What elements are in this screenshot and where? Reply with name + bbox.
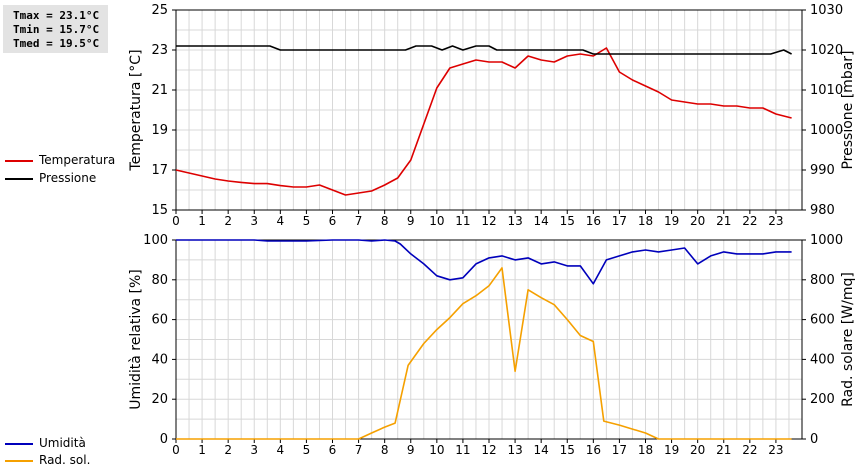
y-right-tick-label: 990: [810, 163, 835, 178]
x-tick-label: 13: [507, 214, 522, 228]
x-tick-label: 5: [303, 214, 311, 228]
series-line-radiazione: [176, 267, 792, 440]
y-right-tick-label: 1010: [810, 83, 843, 98]
legend-item-temperatura: Temperatura: [5, 153, 125, 169]
legend-item-umidita: Umidità: [5, 436, 125, 452]
x-tick-label: 21: [716, 214, 731, 228]
x-tick-label: 16: [586, 214, 601, 228]
y-left-tick-label: 21: [151, 83, 168, 98]
legend-label-pressione: Pressione: [39, 171, 97, 185]
y-left-tick-label: 80: [151, 273, 168, 288]
x-tick-label: 20: [690, 443, 705, 457]
y-left-axis-label: Temperatura [°C]: [128, 49, 144, 171]
legend-swatch-radiazione: [5, 460, 33, 462]
y-right-tick-label: 1000: [810, 123, 843, 138]
stat-tmed: Tmed = 19.5°C: [13, 37, 100, 50]
legend-swatch-umidita: [5, 443, 33, 445]
y-left-tick-label: 17: [151, 163, 168, 178]
x-tick-label: 7: [355, 214, 363, 228]
y-left-tick-label: 25: [151, 3, 168, 18]
x-tick-label: 13: [507, 443, 522, 457]
y-left-tick-label: 60: [151, 313, 168, 328]
x-tick-label: 12: [481, 443, 496, 457]
x-tick-label: 7: [355, 443, 363, 457]
y-right-tick-label: 1030: [810, 3, 843, 18]
x-tick-label: 14: [534, 443, 549, 457]
x-tick-label: 6: [329, 214, 337, 228]
x-tick-label: 9: [407, 443, 415, 457]
x-tick-label: 17: [612, 214, 627, 228]
x-tick-label: 19: [664, 214, 679, 228]
y-left-tick-label: 15: [151, 203, 168, 218]
x-tick-label: 3: [250, 214, 258, 228]
x-tick-label: 10: [429, 443, 444, 457]
x-tick-label: 21: [716, 443, 731, 457]
x-tick-label: 2: [224, 214, 232, 228]
x-tick-label: 18: [638, 214, 653, 228]
x-tick-label: 2: [224, 443, 232, 457]
y-right-tick-label: 1020: [810, 43, 843, 58]
x-tick-label: 19: [664, 443, 679, 457]
x-tick-label: 11: [455, 443, 470, 457]
x-tick-label: 8: [381, 443, 389, 457]
x-tick-label: 12: [481, 214, 496, 228]
x-tick-label: 15: [560, 443, 575, 457]
y-left-tick-label: 0: [160, 432, 168, 447]
y-right-tick-label: 1000: [810, 233, 843, 248]
series-line-temperatura: [175, 47, 792, 196]
y-left-axis-label: Umidità relativa [%]: [128, 269, 144, 410]
x-tick-label: 14: [534, 214, 549, 228]
series-line-pressione: [176, 45, 792, 55]
x-tick-label: 4: [277, 214, 285, 228]
y-right-axis-label: Pressione [mbar]: [840, 50, 856, 169]
x-tick-label: 0: [172, 214, 180, 228]
stat-tmax: Tmax = 23.1°C: [13, 9, 100, 22]
legend-label-umidita: Umidità: [39, 436, 86, 450]
y-right-tick-label: 980: [810, 203, 835, 218]
y-left-tick-label: 40: [151, 352, 168, 367]
y-right-tick-label: 600: [810, 313, 835, 328]
chart-panel-2: 0 1 2 3 4 5 6 7 8 9 10 11 12 13 14 15 16 17 18 19 20 21 22 2302…: [128, 233, 856, 457]
x-tick-label: 23: [768, 443, 783, 457]
y-left-tick-label: 19: [151, 123, 168, 138]
x-tick-label: 18: [638, 443, 653, 457]
x-tick-label: 1: [198, 443, 206, 457]
x-tick-label: 15: [560, 214, 575, 228]
x-tick-label: 3: [250, 443, 258, 457]
y-left-tick-label: 100: [143, 233, 168, 248]
x-tick-label: 23: [768, 214, 783, 228]
x-tick-label: 5: [303, 443, 311, 457]
y-right-tick-label: 0: [810, 432, 818, 447]
x-tick-label: 9: [407, 214, 415, 228]
x-tick-label: 17: [612, 443, 627, 457]
x-tick-label: 22: [742, 443, 757, 457]
y-right-tick-label: 400: [810, 352, 835, 367]
x-tick-label: 11: [455, 214, 470, 228]
legend-swatch-pressione: [5, 178, 33, 180]
y-right-axis-label: Rad. solare [W/mq]: [840, 272, 856, 407]
x-tick-label: 22: [742, 214, 757, 228]
stats-box: Tmax = 23.1°C Tmin = 15.7°C Tmed = 19.5°…: [3, 5, 108, 53]
legend-item-pressione: Pressione: [5, 171, 125, 187]
y-right-tick-label: 800: [810, 273, 835, 288]
chart-panel-1: 0 1 2 3 4 5 6 7 8 9 10 11 12 13 14 15 16 17 18 19 20 21 22 2315…: [128, 3, 856, 228]
stat-tmin: Tmin = 15.7°C: [13, 23, 100, 36]
y-left-tick-label: 23: [151, 43, 168, 58]
x-tick-label: 0: [172, 443, 180, 457]
legend-label-temperatura: Temperatura: [39, 153, 116, 167]
x-tick-label: 8: [381, 214, 389, 228]
x-tick-label: 6: [329, 443, 337, 457]
x-tick-label: 20: [690, 214, 705, 228]
y-left-tick-label: 20: [151, 392, 168, 407]
series-line-umidita: [176, 239, 792, 285]
legend-swatch-temperatura: [5, 160, 33, 162]
x-tick-label: 1: [198, 214, 206, 228]
x-tick-label: 4: [277, 443, 285, 457]
x-tick-label: 10: [429, 214, 444, 228]
y-right-tick-label: 200: [810, 392, 835, 407]
x-tick-label: 16: [586, 443, 601, 457]
